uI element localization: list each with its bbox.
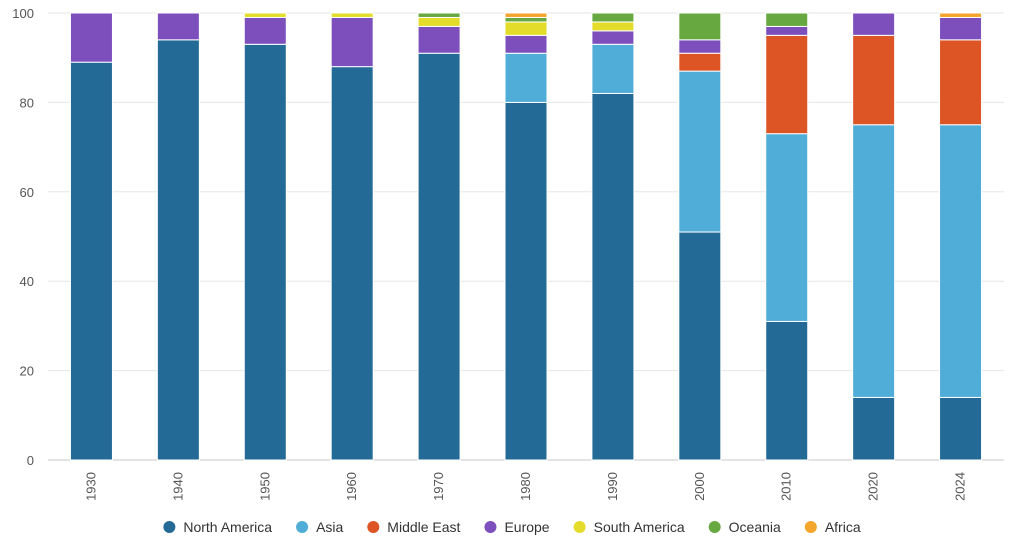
x-tick-label: 1980 [518,472,533,501]
x-tick-label: 2024 [953,472,968,501]
bar-segment[interactable] [852,396,896,461]
bar-segment[interactable] [69,61,113,461]
bar-segment[interactable] [243,43,287,461]
bar-segment[interactable] [678,231,722,461]
legend-swatch [484,521,497,533]
bar-segment[interactable] [678,39,722,54]
bar-segment[interactable] [591,12,635,23]
legend: North America Asia Middle East Europe South … [163,519,861,535]
bar-segment[interactable] [591,21,635,32]
bar-segment[interactable] [939,124,983,398]
legend-label: Europe [504,519,549,535]
bar-segment[interactable] [417,16,461,27]
legend-item[interactable]: South America [573,519,685,535]
bars-layer [69,12,983,461]
y-tick-label: 60 [20,185,34,200]
bar-segment[interactable] [678,12,722,41]
bar-segment[interactable] [765,320,809,461]
bar-segment[interactable] [852,12,896,36]
bar-segment[interactable] [939,39,983,126]
bar-segment[interactable] [243,16,287,45]
legend-swatch [367,521,380,533]
legend-label: Africa [825,519,861,535]
bar-segment[interactable] [765,34,809,135]
bar-segment[interactable] [417,12,461,18]
bar-segment[interactable] [504,52,548,103]
y-tick-label: 0 [27,453,34,468]
bar-segment[interactable] [852,34,896,126]
bar-segment[interactable] [504,16,548,23]
bar-segment[interactable] [591,30,635,45]
bar-segment[interactable] [417,25,461,54]
legend-item[interactable]: Africa [804,519,861,535]
bar-segment[interactable] [765,12,809,27]
legend-label: Oceania [729,519,781,535]
legend-item[interactable]: Europe [484,519,550,535]
legend-swatch [163,521,176,533]
bar-segment[interactable] [939,16,983,41]
x-tick-label: 1990 [605,472,620,501]
legend-swatch [573,521,586,533]
x-tick-label: 1950 [257,472,272,501]
x-tick-label: 1930 [83,472,98,501]
legend-item[interactable]: Asia [296,519,344,535]
legend-swatch [296,521,309,533]
legend-item[interactable]: Middle East [367,519,461,535]
legend-label: South America [594,519,685,535]
legend-item[interactable]: North America [163,519,272,535]
y-tick-label: 100 [12,6,34,21]
y-tick-label: 40 [20,274,34,289]
bar-segment[interactable] [504,101,548,461]
bar-segment[interactable] [156,39,200,461]
bar-segment[interactable] [591,92,635,461]
x-tick-label: 1970 [431,472,446,501]
bar-segment[interactable] [678,70,722,233]
bar-segment[interactable] [69,12,113,63]
x-tick-label: 2000 [692,472,707,501]
bar-segment[interactable] [678,52,722,72]
x-axis: 1930 1940 1950 1960 1970 1980 1990 2000 2010 2020… [83,472,967,501]
bar-segment[interactable] [330,16,374,68]
bar-segment[interactable] [765,25,809,36]
legend-swatch [804,521,817,533]
bar-segment[interactable] [504,34,548,54]
bar-segment[interactable] [330,66,374,461]
bar-segment[interactable] [939,12,983,18]
legend-label: Middle East [387,519,460,535]
y-tick-label: 20 [20,364,34,379]
bar-segment[interactable] [504,12,548,18]
bar-segment[interactable] [852,124,896,398]
bar-segment[interactable] [765,133,809,322]
x-tick-label: 2020 [866,472,881,501]
legend-label: Asia [316,519,343,535]
y-tick-label: 80 [20,95,34,110]
x-tick-label: 1940 [170,472,185,501]
x-tick-label: 1960 [344,472,359,501]
bar-segment[interactable] [591,43,635,94]
legend-item[interactable]: Oceania [708,519,781,535]
y-axis: 0 20 40 60 80 100 [12,6,34,468]
bar-segment[interactable] [156,12,200,41]
x-tick-label: 2010 [779,472,794,501]
bar-segment[interactable] [417,52,461,461]
bar-segment[interactable] [243,12,287,18]
bar-segment[interactable] [330,12,374,18]
bar-segment[interactable] [504,21,548,36]
legend-label: North America [183,519,272,535]
bar-segment[interactable] [939,396,983,461]
legend-swatch [708,521,721,533]
